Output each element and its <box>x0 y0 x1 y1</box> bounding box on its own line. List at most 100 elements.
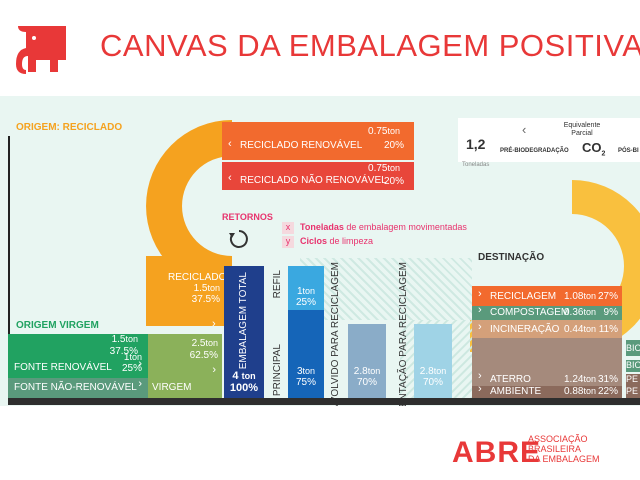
chevron-right-icon: › <box>212 318 216 330</box>
destinacao-ambiente: › AMBIENTE 0.88ton 22% <box>472 383 622 398</box>
abre-logo: ABRE <box>452 436 542 469</box>
chevron-right-icon: › <box>478 321 482 333</box>
elephant-logo-icon <box>12 20 72 80</box>
side-label-bio-2: BIO <box>626 360 640 372</box>
principal-bar: 3ton 75% <box>288 310 324 398</box>
chevron-right-icon: › <box>138 358 142 370</box>
pre-biodegradacao-label: PRÉ-BIODEGRADAÇÃO <box>500 148 569 154</box>
destinacao-aterro: › ATERRO 1.24ton 31% <box>472 338 622 386</box>
reciclado-label: RECICLADO <box>168 272 227 283</box>
destinacao-reciclagem: › RECICLAGEM 1.08ton 27% <box>472 286 622 306</box>
fonte-renovavel-ton: 1.5ton <box>111 334 138 345</box>
reciclado-renovavel-pct: 20% <box>383 140 404 151</box>
baseline-bar <box>8 398 640 405</box>
axis-line <box>8 136 10 398</box>
reciclado-summary: RECICLADO 1.5ton 37.5% <box>168 272 227 305</box>
side-label-pe-2: PE <box>626 386 640 398</box>
chevron-left-icon: ‹ <box>228 172 232 184</box>
reciclagem-label: RECICLAGEM <box>490 291 557 302</box>
chevron-right-icon: › <box>478 288 482 300</box>
desenvolvido-pct: 70% <box>356 377 377 388</box>
legend-x-text: Toneladas de embalagem movimentadas <box>300 222 467 232</box>
reciclado-ton: 1.5ton <box>193 283 220 294</box>
virgem-label: VIRGEM <box>152 382 192 393</box>
virgem-box: 2.5ton 62.5% › VIRGEM <box>148 334 222 398</box>
embalagem-total-pct: 100% <box>229 382 259 394</box>
legend-x-key: x <box>282 222 294 234</box>
destinacao-compostagem: › COMPOSTAGEM 0.36ton 9% <box>472 304 622 320</box>
incineracao-ton: 0.44ton <box>564 324 596 335</box>
fonte-renovavel-values: 1.5ton 37.5% <box>8 334 148 356</box>
fonte-renovavel-label-repeat: FONTE RENOVÁVEL <box>14 362 112 373</box>
fonte-nao-renovavel-box: FONTE NÃO-RENOVÁVEL › <box>8 378 148 398</box>
refil-values: 1ton 25% <box>288 286 324 308</box>
reciclagem-ton: 1.08ton <box>564 291 596 302</box>
aterro-ton: 1.24ton <box>564 374 596 385</box>
side-label-bio-1: BIO <box>626 340 640 356</box>
aterro-pct: 31% <box>597 374 618 385</box>
orientacao-pct: 70% <box>422 377 443 388</box>
virgem-ton: 2.5ton <box>191 338 218 349</box>
ambiente-label: AMBIENTE <box>490 386 542 397</box>
equivalente-panel: 1,2 ‹ Equivalente Parcial PRÉ-BIODEGRADA… <box>458 118 640 162</box>
embalagem-total-column: EMBALAGEM TOTAL 4 ton 100% <box>224 266 264 398</box>
fonte-renovavel-pct: 37.5% <box>109 346 138 356</box>
chevron-right-icon: › <box>138 378 142 390</box>
header <box>0 0 640 96</box>
pos-biodegradacao-label: PÓS-BI <box>618 148 639 154</box>
reciclagem-pct: 27% <box>597 291 618 302</box>
orientacao-bar: 2.8ton 70% <box>414 324 452 398</box>
chevron-right-icon: › <box>478 383 482 395</box>
reciclado-nao-renovavel-box: ‹ RECICLADO NÃO RENOVÁVEL 0.75ton 20% <box>222 162 414 190</box>
toneladas-label: Toneladas <box>462 162 490 168</box>
principal-values: 3ton 75% <box>288 366 324 388</box>
equivalente-value: 1,2 <box>466 136 486 152</box>
ambiente-ton: 0.88ton <box>564 386 596 397</box>
retornos-label: RETORNOS <box>222 212 273 222</box>
legend-y-key: y <box>282 236 294 248</box>
destinacao-incineracao: › INCINERAÇÃO 0.44ton 11% <box>472 320 622 338</box>
incineracao-label: INCINERAÇÃO <box>490 324 560 335</box>
fonte-nao-renovavel-values: 1ton 25% <box>96 352 142 374</box>
orientacao-values: 2.8ton 70% <box>414 366 452 388</box>
compostagem-pct: 9% <box>603 307 618 318</box>
reciclado-renovavel-label: RECICLADO RENOVÁVEL <box>240 140 363 151</box>
refil-bar: 1ton 25% <box>288 266 324 310</box>
refil-label: REFIL <box>272 270 283 299</box>
compostagem-ton: 0.36ton <box>564 307 596 318</box>
page-title: CANVAS DA EMBALAGEM POSITIVA <box>100 28 640 63</box>
embalagem-total-ton: 4 ton <box>232 370 256 382</box>
reciclado-nao-renovavel-pct: 20% <box>383 176 404 187</box>
footer <box>0 406 640 480</box>
incineracao-pct: 11% <box>598 324 618 335</box>
fonte-renovavel-strip: FONTE RENOVÁVEL › <box>8 356 148 378</box>
fonte-nao-renovavel-pct: 25% <box>121 363 142 374</box>
embalagem-total-label: EMBALAGEM TOTAL <box>238 272 249 370</box>
reciclado-pct: 37.5% <box>191 294 220 305</box>
reciclado-arc-bottom <box>146 256 224 326</box>
origem-virgem-label: ORIGEM VIRGEM <box>16 320 99 331</box>
chevron-right-icon: › <box>478 304 482 316</box>
chevron-right-icon: › <box>212 364 216 376</box>
equivalente-title: Equivalente Parcial <box>563 122 601 137</box>
virgem-pct: 62.5% <box>189 350 218 361</box>
chevron-right-icon: › <box>478 370 482 382</box>
ambiente-pct: 22% <box>597 386 618 397</box>
legend-y-text: Ciclos de limpeza <box>300 236 374 246</box>
fonte-nao-renovavel-ton: 1ton <box>123 352 142 363</box>
reciclado-nao-renovavel-label: RECICLADO NÃO RENOVÁVEL <box>240 175 387 186</box>
principal-label: PRINCIPAL <box>272 344 283 397</box>
abre-association-text: ASSOCIAÇÃO BRASILEIRA DA EMBALAGEM <box>528 434 600 464</box>
hatch-area <box>300 258 472 320</box>
principal-pct: 75% <box>295 377 316 388</box>
chevron-left-icon: ‹ <box>522 122 527 137</box>
chevron-left-icon: ‹ <box>228 138 232 150</box>
reciclado-renovavel-ton: 0.75ton <box>368 126 400 137</box>
reciclado-renovavel-box: ‹ RECICLADO RENOVÁVEL 0.75ton 20% <box>222 122 414 160</box>
fonte-nao-renovavel-label: FONTE NÃO-RENOVÁVEL <box>14 382 137 393</box>
embalagem-total-values: 4 ton 100% <box>224 370 264 394</box>
destinacao-label: DESTINAÇÃO <box>478 252 545 263</box>
desenvolvido-bar: 2.8ton 70% <box>348 324 386 398</box>
side-label-pe-1: PE <box>626 374 640 386</box>
aterro-label: ATERRO <box>490 374 531 385</box>
